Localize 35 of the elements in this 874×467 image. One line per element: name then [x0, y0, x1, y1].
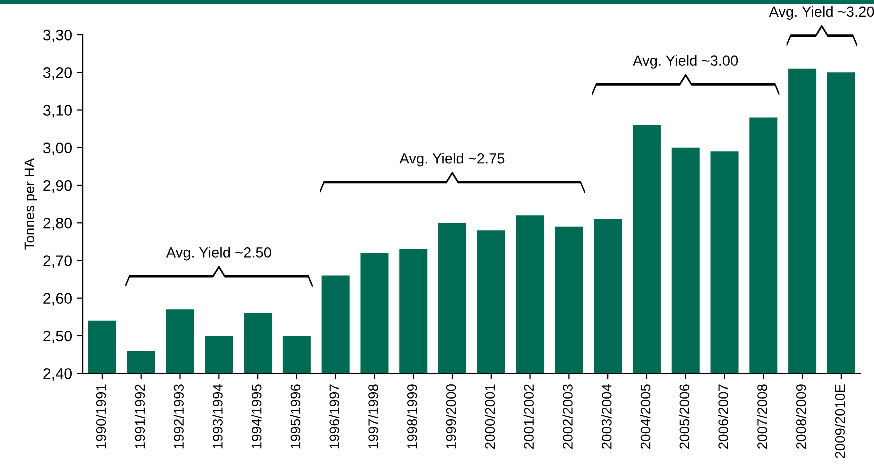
x-tick-label: 1999/2000 — [446, 384, 456, 449]
x-tick-label: 1992/1993 — [174, 384, 184, 449]
y-tick-label: 3,00 — [43, 142, 72, 156]
x-tick-label: 1994/1995 — [252, 384, 262, 449]
x-tick-label: 1998/1999 — [407, 384, 418, 449]
x-tick-label: 1997/1998 — [368, 384, 378, 449]
y-tick-label: 2,80 — [44, 218, 72, 231]
annotation: Avg. Yield ~2.50 — [166, 247, 272, 261]
y-tick-label: 2,50 — [44, 330, 72, 344]
x-tick-label: 2007/2008 — [757, 384, 768, 449]
x-tick-label: 1995/1996 — [290, 384, 301, 449]
text: Avg. Yield ~3.20 — [769, 6, 874, 20]
annotation: Avg. Yield ~3.00 — [633, 55, 738, 69]
x-tick-label: 2004/2005 — [640, 384, 651, 449]
x-tick-label: 1993/1994 — [212, 384, 223, 449]
x-tick-label: 1990/1991 — [96, 384, 106, 449]
y-tick-label: 3,10 — [43, 105, 72, 118]
x-tick-label: 1991/1992 — [134, 384, 146, 449]
x-tick-label: 2000/2001 — [484, 384, 496, 449]
x-tick-label: 1996/1997 — [329, 384, 340, 449]
x-tick-label: 2003/2004 — [602, 384, 612, 449]
y-tick-label: 2,90 — [44, 180, 72, 193]
x-tick-label: 2006/2007 — [718, 384, 728, 449]
y-tick-label: 2,40 — [44, 368, 72, 382]
annotation: Avg. Yield ~2.75 — [400, 153, 505, 167]
x-tick-label: 2002/2003 — [562, 384, 573, 449]
y-tick-label: 2,70 — [44, 256, 72, 268]
x-tick-label: 2005/2006 — [679, 384, 690, 449]
x-tick-label: 2008/2009 — [796, 384, 806, 449]
y-tick-label: 3,30 — [43, 30, 72, 43]
y-axis-title: Tonnes per HA — [24, 158, 38, 250]
y-tick-label: 2,60 — [44, 293, 72, 306]
x-tick-label: 2009/2010E — [834, 384, 846, 458]
x-tick-label: 2001/2002 — [524, 384, 534, 449]
y-tick-label: 3,20 — [43, 68, 72, 80]
